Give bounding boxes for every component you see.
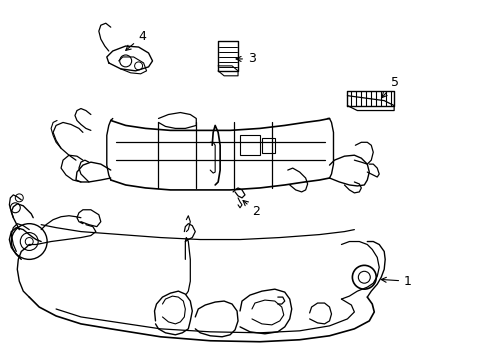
Text: 5: 5 (381, 76, 398, 98)
Text: 1: 1 (381, 275, 411, 288)
Text: 2: 2 (243, 201, 259, 218)
Text: 4: 4 (125, 30, 146, 50)
Text: 3: 3 (236, 53, 255, 66)
